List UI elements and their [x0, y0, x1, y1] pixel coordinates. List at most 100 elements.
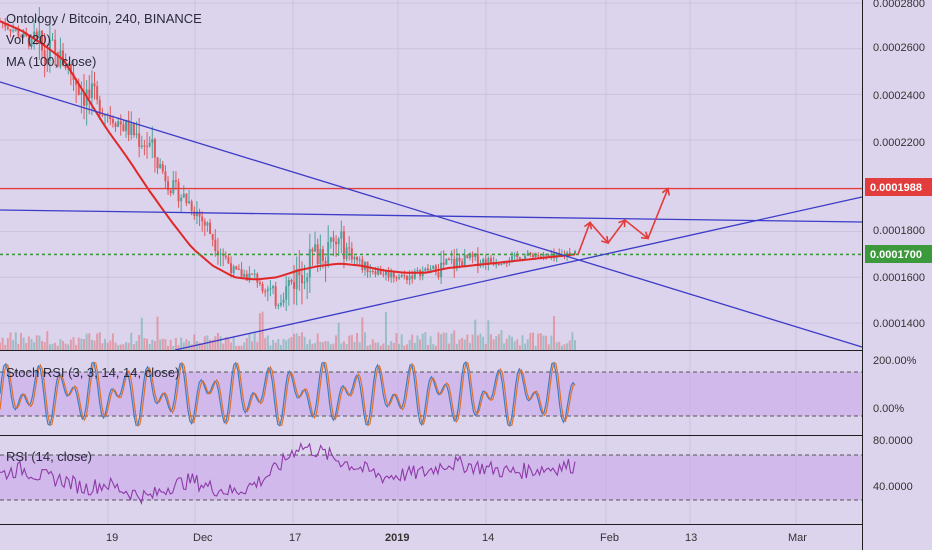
volume-bar — [232, 337, 235, 350]
volume-bar — [98, 332, 101, 350]
volume-bar — [159, 339, 162, 350]
volume-bar — [361, 317, 364, 350]
volume-bar — [22, 337, 25, 350]
volume-bar — [35, 335, 38, 350]
candle-body — [69, 64, 72, 74]
volume-bar — [350, 334, 353, 350]
volume-bar — [405, 344, 408, 350]
volume-bar — [172, 345, 175, 350]
volume-bar — [219, 336, 222, 350]
candle-body — [466, 255, 469, 259]
volume-bar — [329, 344, 332, 350]
volume-bar — [479, 333, 482, 350]
candle-body — [461, 261, 464, 267]
volume-bars — [0, 311, 576, 350]
volume-bar — [476, 335, 479, 350]
stoch-d-line — [0, 361, 576, 427]
volume-bar — [96, 333, 99, 350]
price-tick: 0.0002800 — [873, 0, 925, 10]
volume-bar — [298, 335, 301, 350]
candle-body — [14, 29, 17, 31]
candle-body — [356, 256, 359, 261]
volume-bar — [272, 339, 275, 350]
volume-bar — [308, 339, 311, 350]
volume-bar — [495, 336, 498, 350]
candle-body — [392, 272, 395, 278]
volume-bar — [130, 332, 133, 350]
candle-body — [542, 253, 545, 257]
candle-body — [476, 253, 479, 267]
volume-bar — [111, 333, 114, 350]
candle-body — [27, 36, 30, 47]
candle-body — [188, 201, 191, 204]
candle-body — [450, 259, 453, 261]
volume-bar — [461, 337, 464, 350]
volume-bar — [384, 311, 387, 350]
volume-bar — [69, 339, 72, 350]
candle-body — [98, 99, 101, 115]
volume-bar — [12, 340, 15, 350]
candle-body — [495, 264, 498, 266]
volume-bar — [421, 333, 424, 350]
candle-body — [568, 252, 571, 256]
volume-bar — [27, 336, 30, 350]
volume-bar — [560, 345, 563, 350]
volume-bar — [222, 343, 225, 350]
candle-body — [342, 231, 345, 259]
candle-body — [54, 39, 57, 53]
candle-body — [350, 248, 353, 260]
volume-bar — [340, 343, 343, 350]
candle-body — [96, 86, 99, 100]
volume-bar — [555, 342, 558, 350]
volume-bar — [453, 330, 456, 350]
volume-bar — [382, 343, 385, 350]
candle-body — [159, 164, 162, 169]
volume-bar — [114, 342, 117, 350]
candle-body — [203, 221, 206, 226]
price-tick: 0.0001400 — [873, 318, 925, 330]
candle-body — [547, 255, 550, 257]
volume-bar — [67, 344, 70, 350]
volume-bar — [369, 344, 372, 350]
candle-body — [135, 133, 138, 136]
volume-bar — [190, 344, 193, 350]
candle-body — [319, 249, 322, 264]
volume-bar — [64, 343, 67, 350]
volume-bar — [33, 342, 36, 350]
volume-bar — [363, 332, 366, 350]
candle-body — [104, 114, 107, 116]
candle-body — [405, 275, 408, 281]
volume-bar — [482, 336, 485, 350]
volume-bar — [227, 338, 230, 350]
volume-bar — [4, 344, 7, 350]
candle-body — [132, 123, 135, 136]
candle-body — [17, 29, 20, 37]
price-tick: 0.0001800 — [873, 225, 925, 237]
volume-bar — [148, 344, 151, 350]
candle-body — [455, 257, 458, 269]
volume-bar — [38, 335, 41, 350]
volume-bar — [458, 339, 461, 350]
candle-body — [361, 259, 364, 270]
candle-body — [447, 258, 450, 260]
candle-body — [345, 247, 348, 259]
candle-body — [300, 275, 303, 284]
volume-bar — [574, 340, 576, 350]
candle-body — [258, 282, 261, 285]
candle-body — [279, 302, 282, 306]
candle-body — [214, 239, 217, 251]
candle-body — [33, 31, 36, 39]
volume-bar — [214, 336, 217, 350]
projection-segment — [624, 219, 649, 240]
volume-bar — [174, 338, 177, 350]
projection-segment — [647, 188, 669, 239]
candle-body — [9, 29, 12, 32]
candle-body — [38, 30, 41, 38]
stoch-k-line — [0, 360, 576, 427]
volume-bar — [447, 343, 450, 350]
candle-body — [574, 251, 576, 254]
candle-body — [295, 268, 298, 289]
volume-bar — [1, 337, 4, 350]
volume-bar — [306, 344, 309, 350]
time-tick: Feb — [600, 532, 619, 544]
